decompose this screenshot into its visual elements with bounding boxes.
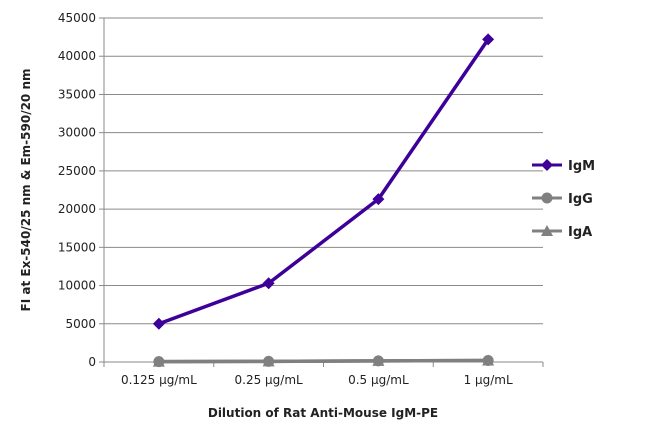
x-tick-label: 0.5 µg/mL [348, 373, 409, 387]
x-axis-label: Dilution of Rat Anti-Mouse IgM-PE [208, 406, 438, 420]
data-point-igg [263, 355, 275, 367]
legend-marker-iga [541, 225, 553, 236]
data-point-igm [262, 277, 275, 290]
y-tick-label: 5000 [65, 317, 96, 331]
y-tick-label: 35000 [58, 87, 96, 101]
series-line-igm [158, 38, 490, 326]
y-tick-label: 10000 [58, 279, 96, 293]
data-point-igm [372, 193, 385, 206]
data-point-igg [372, 355, 384, 367]
y-tick-label: 0 [88, 355, 96, 369]
data-point-igm [152, 317, 165, 330]
y-axis-label: FI at Ex-540/25 nm & Em-590/20 nm [19, 69, 33, 312]
y-tick-label: 40000 [58, 49, 96, 63]
y-tick-label: 15000 [58, 240, 96, 254]
legend-label-igg: IgG [568, 192, 593, 207]
series-line-igg [158, 358, 489, 364]
x-tick-label: 0.125 µg/mL [121, 373, 197, 387]
x-tick-label: 0.25 µg/mL [235, 373, 304, 387]
legend-marker-igg [541, 192, 553, 204]
legend-marker-igm [541, 159, 553, 171]
y-tick-label: 25000 [58, 164, 96, 178]
data-point-igg [482, 354, 494, 366]
y-tick-label: 30000 [58, 126, 96, 140]
legend-label-igm: IgM [568, 159, 595, 174]
data-point-igm [482, 33, 495, 46]
y-tick-label: 20000 [58, 202, 96, 216]
x-tick-label: 1 µg/mL [464, 373, 513, 387]
data-point-igg [153, 356, 165, 368]
y-tick-label: 45000 [58, 11, 96, 25]
legend-label-iga: IgA [568, 225, 592, 240]
